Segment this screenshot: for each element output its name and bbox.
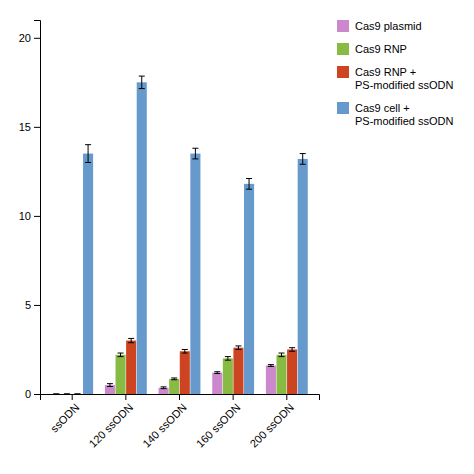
y-axis-line	[34, 21, 41, 395]
legend-item: Cas9 cell +PS-modified ssODN	[337, 102, 453, 127]
error-bar	[300, 154, 306, 165]
legend-label: Cas9 plasmid	[355, 20, 422, 32]
bar	[266, 366, 276, 394]
x-axis-line	[41, 395, 320, 401]
x-tick-mark	[72, 394, 73, 400]
legend-swatch	[337, 43, 349, 55]
y-tick-mark	[34, 127, 40, 128]
bar	[159, 388, 169, 394]
x-tick: 160 ssODN	[194, 394, 243, 450]
x-axis: ssODN120 ssODN140 ssODN160 ssODN200 ssOD…	[41, 394, 320, 450]
error-bar	[85, 145, 91, 163]
x-tick: 200 ssODN	[247, 394, 296, 450]
x-tick-mark	[286, 394, 287, 400]
bar	[298, 159, 308, 394]
y-tick-mark	[34, 38, 40, 39]
bar	[287, 349, 297, 394]
y-tick: 15	[19, 121, 40, 133]
legend-swatch	[337, 66, 349, 78]
legend-label: Cas9 RNP	[355, 43, 407, 55]
y-tick: 20	[19, 32, 40, 44]
error-bar	[107, 384, 113, 387]
legend-swatch	[337, 102, 349, 114]
error-bar	[139, 76, 145, 88]
bar	[244, 184, 254, 394]
error-bar	[268, 365, 274, 367]
y-tick-label: 10	[19, 210, 31, 222]
legend-item: Cas9 RNP	[337, 43, 407, 55]
legend-label: Cas9 cell +PS-modified ssODN	[355, 102, 453, 127]
bar	[190, 154, 200, 394]
bar	[116, 355, 126, 394]
error-bar	[235, 346, 241, 350]
series	[83, 76, 308, 394]
error-bar	[279, 353, 285, 357]
bar	[51, 394, 61, 395]
y-axis: 0 5 10 15 20	[19, 21, 41, 401]
error-bar	[161, 387, 167, 389]
error-bar	[182, 349, 188, 353]
x-tick-mark	[179, 394, 180, 400]
y-tick: 0	[25, 388, 40, 400]
plot: 0 5 10 15 20 ssODN120 ssODN140 ssODN160 ssODN…	[19, 21, 320, 450]
y-tick-label: 20	[19, 32, 31, 44]
error-bar	[53, 394, 59, 395]
bars	[53, 76, 307, 394]
legend-item: Cas9 plasmid	[337, 20, 422, 32]
bar	[169, 379, 179, 394]
bar	[212, 373, 222, 394]
x-tick-label: 160 ssODN	[194, 401, 243, 450]
error-bar	[171, 378, 177, 380]
y-tick-mark	[34, 394, 40, 395]
x-tick-mark	[125, 394, 126, 400]
error-bar	[289, 348, 295, 352]
error-bar	[192, 148, 198, 159]
bar	[180, 351, 190, 394]
x-tick: 120 ssODN	[86, 394, 135, 450]
y-tick: 5	[25, 299, 40, 311]
chart: 0 5 10 15 20 ssODN120 ssODN140 ssODN160 ssODN…	[0, 0, 474, 474]
bar	[137, 82, 147, 394]
error-bar	[225, 357, 231, 361]
error-bar	[128, 338, 134, 342]
error-bar	[246, 179, 252, 190]
y-tick-label: 15	[19, 121, 31, 133]
bar	[72, 394, 82, 395]
y-tick: 10	[19, 210, 40, 222]
bar	[223, 358, 233, 394]
x-tick-label: 200 ssODN	[247, 401, 296, 450]
x-tick-mark	[233, 394, 234, 400]
x-tick: 140 ssODN	[140, 394, 189, 450]
x-tick: ssODN	[48, 394, 82, 435]
x-tick-label: ssODN	[48, 401, 82, 435]
series	[74, 338, 297, 394]
bar	[276, 355, 286, 394]
bar	[62, 394, 72, 395]
legend-label: Cas9 RNP +PS-modified ssODN	[355, 66, 453, 91]
bar	[83, 154, 93, 394]
x-tick-label: 140 ssODN	[140, 401, 189, 450]
error-bar	[214, 372, 220, 374]
x-tick-label: 120 ssODN	[86, 401, 135, 450]
error-bar	[118, 353, 124, 357]
bar	[126, 341, 136, 394]
y-tick-label: 0	[25, 388, 31, 400]
y-tick-mark	[34, 216, 40, 217]
legend: Cas9 plasmid Cas9 RNP Cas9 RNP +PS-modifie…	[337, 20, 453, 127]
y-tick-label: 5	[25, 299, 31, 311]
error-bar	[74, 394, 80, 395]
legend-item: Cas9 RNP +PS-modified ssODN	[337, 66, 453, 91]
bar	[233, 348, 243, 394]
legend-swatch	[337, 20, 349, 32]
error-bar	[64, 394, 70, 395]
y-tick-mark	[34, 305, 40, 306]
